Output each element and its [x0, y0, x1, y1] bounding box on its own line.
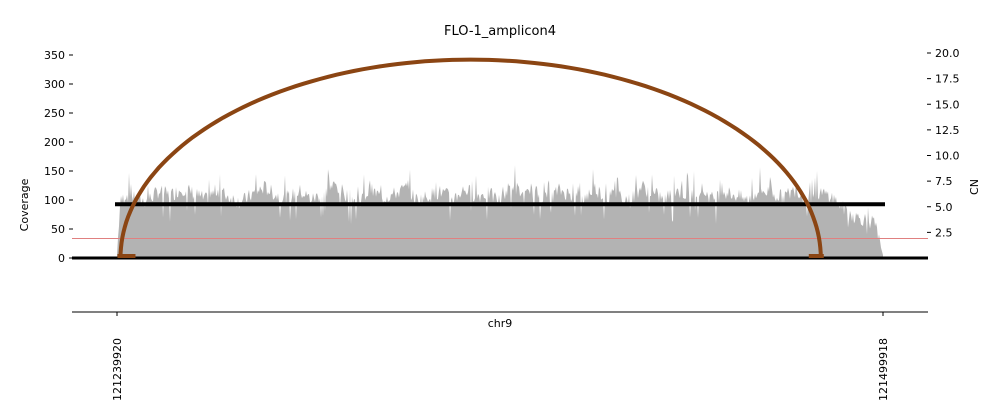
right-y-axis: 2.5 5.0 7.5 10.0 12.5 15.0 17.5 20.0 — [927, 47, 960, 239]
right-axis-label: CN — [968, 179, 981, 195]
left-y-tick-label: 200 — [44, 136, 65, 149]
breakpoint-arc — [118, 57, 823, 259]
right-y-tick-label: 2.5 — [935, 226, 953, 239]
left-y-tick-label: 100 — [44, 194, 65, 207]
left-axis-label: Coverage — [18, 178, 31, 231]
x-axis-label: chr9 — [488, 317, 513, 330]
right-y-tick-label: 5.0 — [935, 201, 953, 214]
right-y-tick-label: 15.0 — [935, 98, 960, 111]
left-y-tick-label: 50 — [51, 223, 65, 236]
right-y-tick-label: 20.0 — [935, 47, 960, 60]
x-tick-label: 121499918 — [877, 338, 890, 401]
left-y-tick-label: 150 — [44, 165, 65, 178]
left-y-tick-label: 300 — [44, 78, 65, 91]
right-y-tick-label: 10.0 — [935, 150, 960, 163]
left-y-tick-label: 0 — [58, 252, 65, 265]
left-y-tick-label: 250 — [44, 107, 65, 120]
chart-title: FLO-1_amplicon4 — [444, 24, 556, 39]
left-y-axis: 0 50 100 150 200 250 300 350 — [44, 49, 73, 265]
x-axis: 121239920 121499918 — [111, 312, 890, 401]
coverage-layer — [117, 165, 883, 258]
coverage-area — [117, 165, 883, 258]
right-y-tick-label: 7.5 — [935, 175, 953, 188]
x-tick-label: 121239920 — [111, 338, 124, 401]
right-y-tick-label: 17.5 — [935, 73, 960, 86]
right-y-tick-label: 12.5 — [935, 124, 960, 137]
left-y-tick-label: 350 — [44, 49, 65, 62]
